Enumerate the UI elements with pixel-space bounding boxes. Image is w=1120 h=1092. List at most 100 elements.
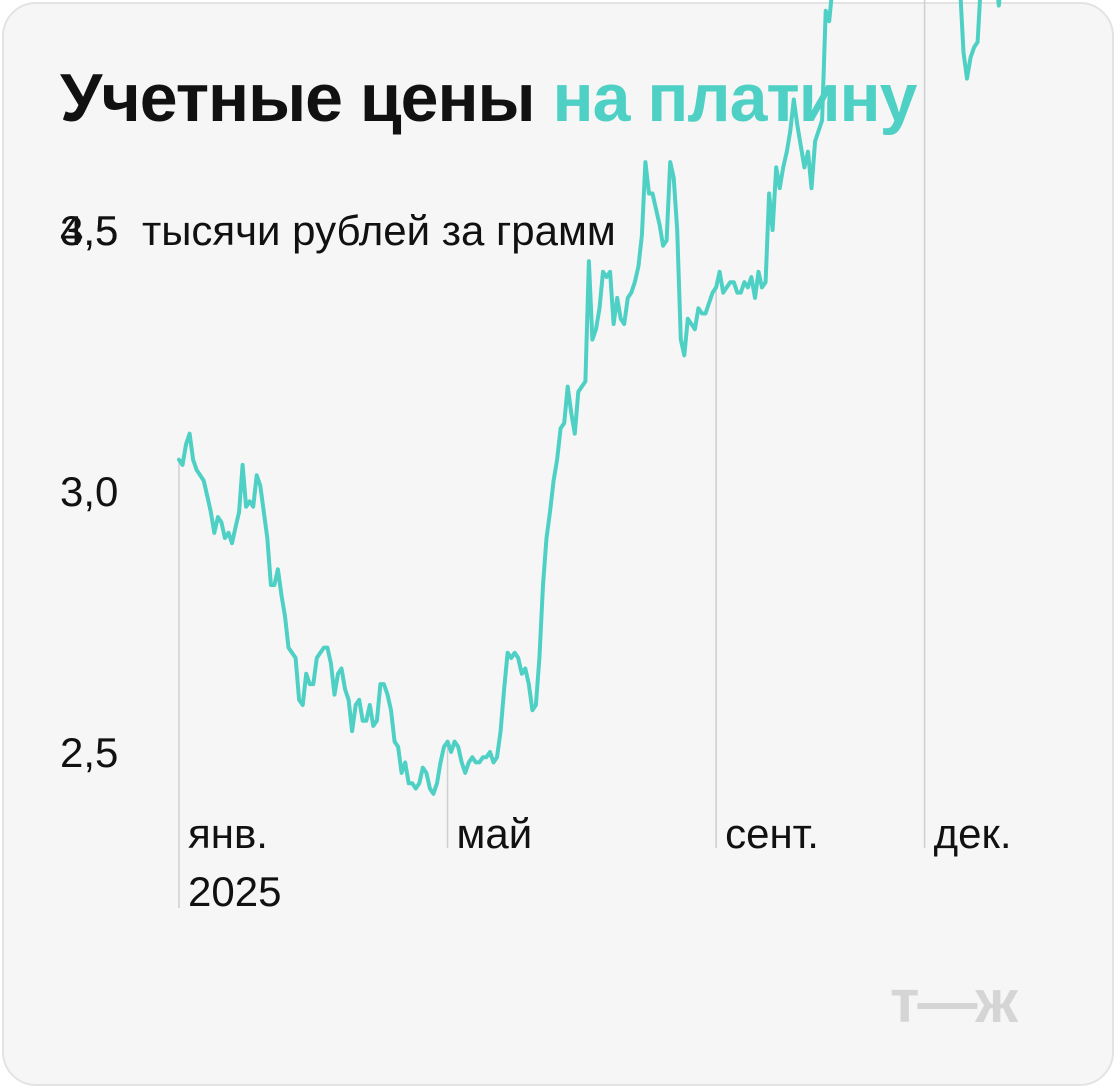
data-point [605,275,609,279]
data-point [491,760,496,765]
data-point [446,740,450,744]
data-point [226,531,231,535]
data-point [258,484,262,488]
data-point [739,291,743,295]
data-point [552,479,556,483]
data-point [336,672,340,676]
data-point [693,327,697,331]
data-point [742,280,747,284]
data-point [788,129,792,133]
y-tick-label: 3,0 [60,468,118,515]
data-point [764,280,768,284]
data-point [460,760,464,765]
x-tick-label: янв. [188,810,268,857]
chart-title-accent: на платину [552,60,918,136]
data-point [308,682,312,686]
data-point [746,285,750,289]
data-point [643,160,648,164]
data-point [566,385,570,389]
data-point [463,771,467,775]
data-point [389,708,393,712]
data-point [753,296,757,300]
data-point [972,45,976,49]
data-point [502,687,506,692]
data-point [484,755,488,759]
data-point [976,40,980,44]
data-point [180,463,185,467]
data-point [661,244,665,248]
chart-title-main: Учетные цены [60,60,536,136]
data-point [361,719,365,723]
data-point [608,270,612,274]
data-point [449,750,453,754]
data-point [205,494,209,498]
data-point [400,771,404,775]
data-point [767,191,771,196]
data-point [198,473,202,477]
data-point [506,651,510,655]
data-point [481,755,485,759]
data-point [714,285,718,289]
data-point [357,698,361,702]
data-point [318,651,322,655]
data-point [191,458,195,462]
data-point [778,186,782,190]
chart-title: Учетные цены на платину [60,58,918,138]
data-point [177,458,181,462]
data-point [749,275,754,279]
data-point [290,651,294,655]
data-point [965,77,969,81]
data-point [456,745,460,749]
data-point [601,270,605,274]
x-guides [178,0,926,908]
data-point [594,327,598,331]
data-point [272,583,276,587]
x-tick-label: дек. [934,810,1012,857]
data-point [711,291,715,295]
data-point [230,541,234,545]
data-point [283,614,287,618]
data-point [435,781,439,785]
data-point [728,280,732,284]
data-point [781,165,785,169]
data-point [393,740,397,744]
data-point [675,228,679,232]
data-point [665,238,669,242]
data-point [544,536,549,540]
data-point [428,786,432,791]
data-point [350,729,354,733]
data-point [961,50,966,55]
data-point [223,536,227,540]
data-point [707,301,711,305]
y-tick-label: 4,5 [60,207,118,254]
data-point [294,656,298,660]
data-point [682,353,686,357]
data-point [622,322,626,326]
data-point [184,442,188,446]
data-point [513,651,517,655]
data-point [647,191,651,196]
data-point [562,421,566,425]
data-point [244,505,248,509]
x-axis-tick-labels: янв. 2025 май сент. дек. [188,810,1012,915]
data-point [654,207,658,211]
data-point [329,661,333,665]
data-point [304,672,308,676]
data-point [325,646,329,650]
y-tick-label: 3,5 [60,207,118,254]
data-point [488,750,492,754]
data-point [559,426,563,430]
data-point [195,468,199,472]
data-point [382,682,386,686]
data-point [520,672,524,676]
data-point [555,458,559,462]
data-point [650,191,655,196]
data-point [548,510,552,514]
data-point [188,432,192,436]
data-point [403,760,407,765]
data-point [658,223,662,227]
data-point [322,646,326,650]
data-point [378,682,382,686]
data-point [583,379,588,383]
data-point [385,693,390,697]
